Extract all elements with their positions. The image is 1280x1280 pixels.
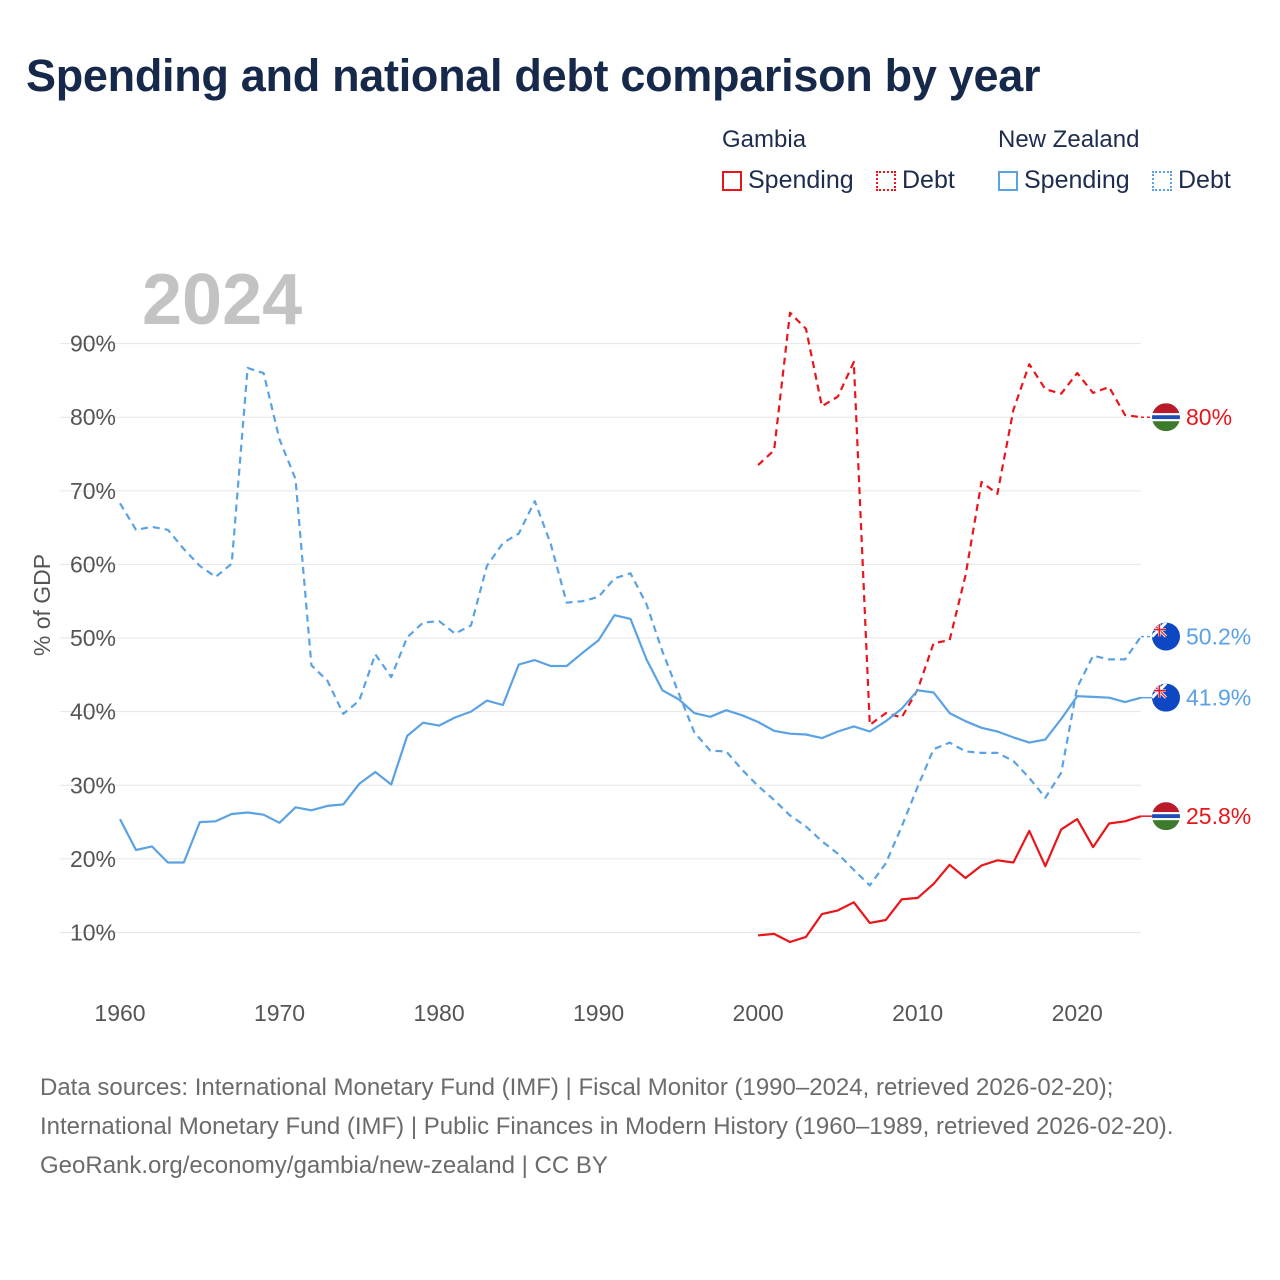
legend-label: Spending bbox=[748, 166, 854, 194]
legend-item-gambia-debt[interactable]: Debt bbox=[876, 166, 955, 195]
x-tick-label: 1970 bbox=[254, 1000, 305, 1026]
x-tick-label: 2010 bbox=[892, 1000, 943, 1026]
legend-item-gambia-spending[interactable]: Spending bbox=[722, 166, 854, 195]
legend-label: Debt bbox=[902, 166, 955, 194]
attribution: GeoRank.org/economy/gambia/new-zealand |… bbox=[40, 1152, 608, 1179]
new-zealand-flag-icon bbox=[1152, 623, 1180, 651]
dotted-line-swatch-icon bbox=[1152, 170, 1172, 191]
y-tick-label: 10% bbox=[70, 919, 116, 945]
x-axis: 1960 1970 1980 1990 2000 2010 2020 bbox=[94, 1000, 1102, 1026]
y-tick-label: 70% bbox=[70, 478, 116, 504]
y-axis-label: % of GDP bbox=[29, 554, 55, 656]
dotted-line-swatch-icon bbox=[876, 170, 896, 191]
x-tick-label: 1960 bbox=[94, 1000, 145, 1026]
y-tick-label: 60% bbox=[70, 551, 116, 577]
gambia-debt-line bbox=[757, 311, 1142, 727]
year-watermark: 2024 bbox=[142, 260, 302, 340]
y-tick-label: 20% bbox=[70, 846, 116, 872]
solid-line-swatch-icon bbox=[722, 170, 742, 191]
new-zealand-spending-end-label: 41.9% bbox=[1186, 685, 1251, 711]
x-tick-label: 2000 bbox=[733, 1000, 784, 1026]
legend-group-gambia: Gambia bbox=[722, 126, 807, 153]
legend-label: Spending bbox=[1024, 166, 1130, 194]
legend-label: Debt bbox=[1178, 166, 1231, 194]
new-zealand-debt-end-label: 50.2% bbox=[1186, 624, 1251, 650]
gridlines bbox=[60, 343, 1141, 933]
gambia-spending-line bbox=[757, 815, 1142, 944]
y-tick-label: 90% bbox=[70, 331, 116, 357]
gambia-flag-icon bbox=[1152, 802, 1180, 830]
solid-line-swatch-icon bbox=[998, 170, 1018, 191]
end-markers: 25.8% 80% 41.9% 50.2% bbox=[1141, 403, 1251, 830]
gambia-flag-icon bbox=[1152, 403, 1180, 431]
footer: Data sources: International Monetary Fun… bbox=[40, 1068, 1240, 1185]
y-tick-label: 80% bbox=[70, 404, 116, 430]
gambia-spending-end-label: 25.8% bbox=[1186, 803, 1251, 829]
new-zealand-spending-line bbox=[119, 614, 1142, 864]
y-axis: 10% 20% 30% 40% 50% 60% 70% 80% 90% bbox=[70, 331, 116, 946]
legend-group-new-zealand: New Zealand bbox=[998, 126, 1140, 153]
new-zealand-flag-icon bbox=[1152, 684, 1180, 712]
y-tick-label: 40% bbox=[70, 699, 116, 725]
line-chart: 2024 10% 20% 30% 40% 50% 60% 70% 80% 90% % of GD… bbox=[29, 260, 1251, 1026]
new-zealand-debt-line bbox=[119, 366, 1142, 887]
x-tick-label: 1990 bbox=[573, 1000, 624, 1026]
legend-item-new-zealand-spending[interactable]: Spending bbox=[998, 166, 1130, 195]
legend-item-new-zealand-debt[interactable]: Debt bbox=[1152, 166, 1231, 195]
y-tick-label: 50% bbox=[70, 625, 116, 651]
data-sources: Data sources: International Monetary Fun… bbox=[40, 1074, 1174, 1140]
y-tick-label: 30% bbox=[70, 772, 116, 798]
x-tick-label: 1980 bbox=[413, 1000, 464, 1026]
x-tick-label: 2020 bbox=[1052, 1000, 1103, 1026]
gambia-debt-end-label: 80% bbox=[1186, 404, 1232, 430]
series-lines bbox=[119, 311, 1142, 944]
chart-title: Spending and national debt comparison by… bbox=[26, 50, 1041, 101]
